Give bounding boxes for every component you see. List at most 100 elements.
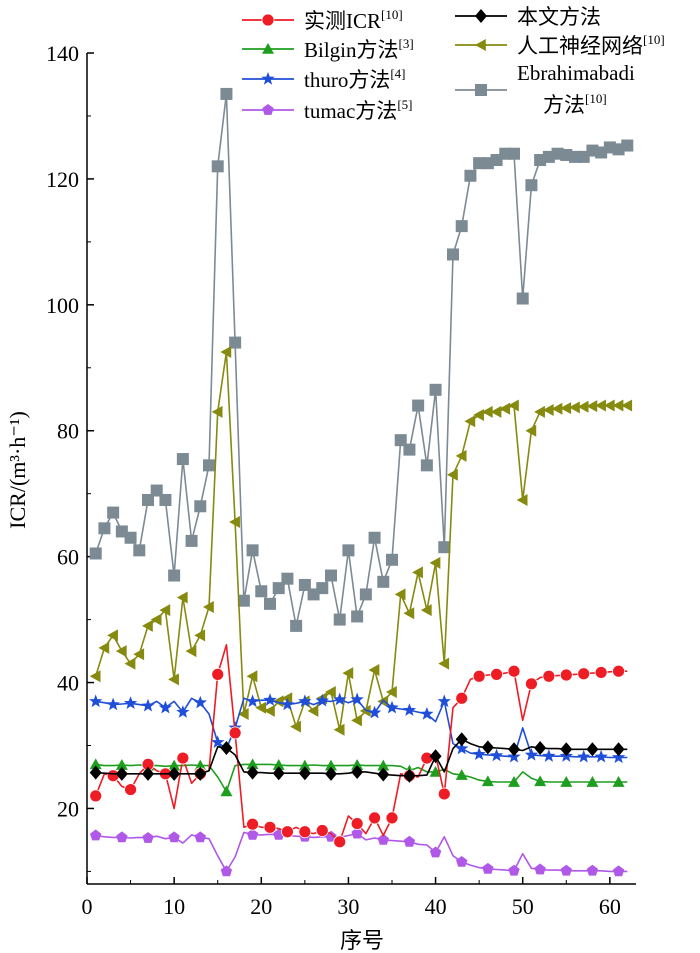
series-2-point [420,707,434,720]
series-5-point [368,663,380,676]
series-6-point [420,459,433,472]
series-5-point [603,399,615,412]
series-0 [89,643,628,849]
series-1-point [298,759,311,771]
series-5-point [194,629,206,642]
series-3-point [168,831,180,843]
series-4-point [455,732,468,747]
series-5-point [577,400,589,413]
series-0-point [176,751,190,765]
series-2-point [123,696,138,709]
series-5-point [307,704,319,717]
series-6-point [447,248,459,261]
series-6-point [246,544,259,557]
series-6-point [386,553,398,566]
series-5-point [508,399,519,412]
series-6-point [316,582,329,595]
series-5-point [560,402,572,415]
series-2-point [455,741,469,755]
series-6-point [508,147,520,160]
series-0-point [472,669,486,683]
series-6-point [168,569,181,582]
series-4-point [534,741,547,756]
series-6-point [394,434,407,447]
series-0-point [246,817,259,831]
series-5-point [237,708,249,721]
series-5-point [569,401,580,414]
series-4 [89,732,628,783]
series-2-point [542,749,556,762]
series-4-point [115,766,128,781]
series-5-point [455,449,467,462]
legend-marker [475,39,486,51]
legend-label-cont: 方法[10] [543,91,607,117]
series-4-point [429,749,442,764]
series-1-point [194,759,207,771]
series-1-point [508,776,520,787]
series-1-point [481,775,494,787]
y-tick-label: 140 [46,41,79,66]
series-5-point [473,408,484,421]
series-6-point [516,292,529,305]
series-2-point [211,735,225,748]
series-4-point [298,766,311,781]
series-2-point [367,705,382,719]
series-5-point [612,399,624,412]
y-tick-label: 100 [46,293,79,318]
series-2-point [158,700,173,714]
series-4-point [168,766,181,781]
series-4-point [351,764,364,779]
series-0-point [124,783,137,796]
series-6 [89,87,634,632]
legend-label: Ebrahimabadi [517,61,635,85]
series-4-point [403,768,416,783]
series-0-point [385,811,399,825]
series-5-point [133,648,145,661]
series-2-point [524,747,539,761]
series-5-point [429,556,441,569]
series-6-point [220,87,233,100]
series-0-point [542,669,556,683]
legend-ref: [10] [381,7,403,22]
x-axis-title: 序号 [340,928,384,953]
series-0-point [228,726,242,740]
series-5-point [586,400,598,413]
series-0-point [106,769,120,783]
series-2-point [611,750,626,764]
series-0-point [263,820,277,834]
legend-marker [475,9,487,23]
series-5-point [499,402,511,415]
series-1-point [220,785,233,797]
series-0-point [368,811,381,825]
x-tick-label: 30 [337,894,359,919]
legend-item: thuro方法[4] [242,66,406,92]
series-5-point [525,424,537,437]
series-0-point [298,825,312,839]
series-3-point [456,856,468,867]
series-0-point [281,825,294,839]
series-5-point [394,588,406,601]
series-5-point [246,670,258,683]
series-6-point [150,484,163,497]
legend-marker [475,84,487,96]
series-1-point [246,758,259,770]
series-2-point [141,698,155,712]
legend: 实测ICR[10] Bilgin方法[3] thuro方法[4] tumac方法[5]… [242,5,665,123]
series-4-point [560,742,573,757]
series-6-point [412,399,425,412]
series-0-point [89,789,103,803]
y-tick-label: 80 [57,419,79,444]
series-5-point [98,641,110,654]
legend-label: 本文方法 [517,5,601,29]
series-5-point [272,695,284,708]
series-0-point [612,664,625,678]
series-6-point [255,585,268,598]
series-4-point [220,741,233,756]
series-3-point [403,835,416,847]
legend-item: tumac方法[5] [242,97,412,123]
series-0-point [559,668,573,682]
series-0-point [594,666,608,679]
series-1-point [586,776,599,787]
series-5-point [621,399,633,412]
series-2-point [245,694,260,708]
